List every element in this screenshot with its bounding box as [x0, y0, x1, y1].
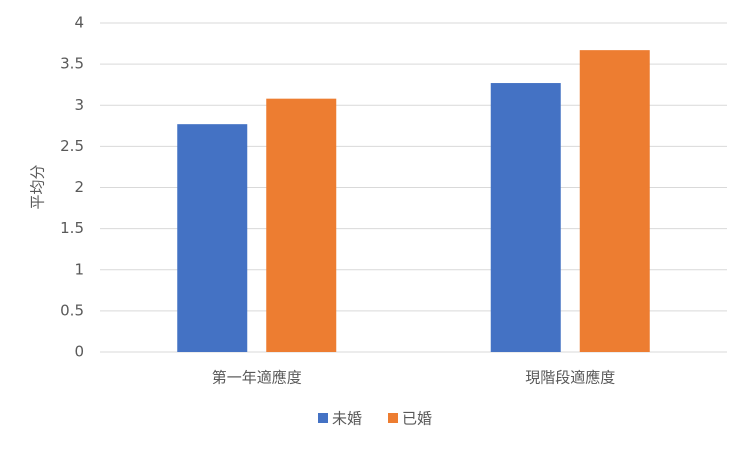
y-tick-label: 4: [74, 14, 84, 32]
legend-label: 未婚: [332, 410, 362, 428]
y-tick-label: 2: [74, 178, 84, 196]
legend-swatch: [388, 413, 398, 423]
y-tick-label: 1.5: [60, 219, 84, 237]
legend-label: 已婚: [402, 410, 432, 428]
bar: [177, 124, 248, 352]
bar: [266, 98, 337, 352]
y-tick-label: 1: [74, 260, 84, 278]
y-axis-label: 平均分: [29, 164, 47, 209]
bar: [490, 83, 561, 352]
y-tick-label: 0.5: [60, 301, 84, 319]
y-tick-label: 3.5: [60, 55, 84, 73]
y-tick-label: 2.5: [60, 137, 84, 155]
x-tick-label: 現階段適應度: [525, 369, 615, 387]
x-tick-label: 第一年適應度: [212, 369, 302, 387]
bar: [579, 50, 650, 353]
y-tick-label: 0: [74, 343, 84, 361]
y-tick-label: 3: [74, 96, 84, 114]
legend-swatch: [318, 413, 328, 423]
